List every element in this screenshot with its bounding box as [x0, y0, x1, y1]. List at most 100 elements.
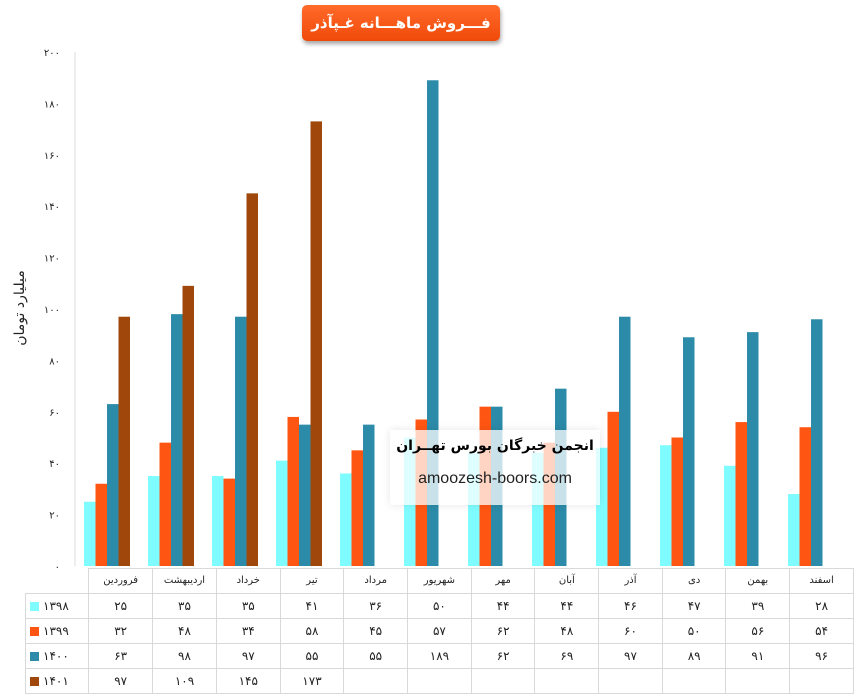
data-label: ۴۴ — [470, 592, 536, 619]
data-label: ۵۰ — [661, 617, 727, 644]
y-tick-label: ۰ — [55, 562, 60, 570]
y-tick-label: ۲۰۰ — [44, 48, 60, 59]
data-label: ۳۶ — [343, 592, 409, 619]
legend-swatch — [30, 676, 39, 686]
data-label — [789, 667, 854, 694]
bar — [287, 416, 299, 566]
data-label — [343, 667, 409, 694]
table-row: ۱۴۰۰ ۶۳ ۹۸ ۹۷ ۵۵ ۵۵ ۱۸۹ ۶۲ ۶۹ ۹۷ ۸۹ ۹۱ ۹۶ — [24, 642, 854, 669]
bar — [118, 316, 130, 566]
data-label — [470, 667, 536, 694]
data-label: ۴۵ — [343, 617, 409, 644]
data-label: ۹۷ — [215, 642, 281, 669]
category-label: آذر — [598, 568, 663, 594]
bar — [95, 483, 107, 566]
bar — [788, 494, 800, 566]
bar — [171, 314, 183, 566]
bar — [619, 316, 631, 566]
data-label: ۸۹ — [661, 642, 727, 669]
category-label: آبان — [534, 568, 600, 594]
table-row: ۱۴۰۱ ۹۷ ۱۰۹ ۱۴۵ ۱۷۳ — [24, 667, 854, 694]
category-label: مهر — [470, 568, 536, 594]
data-label — [598, 667, 663, 694]
bar — [532, 452, 544, 566]
chart-title: فـــروش ماهـــانه غـپآذر — [302, 5, 500, 41]
y-tick-label: ۱۶۰ — [44, 151, 60, 162]
bar — [340, 473, 352, 566]
legend-label: ۱۳۹۸ — [43, 598, 69, 613]
data-label — [661, 667, 727, 694]
data-label: ۳۹ — [725, 592, 791, 619]
bar — [276, 460, 288, 566]
data-label: ۶۰ — [598, 617, 663, 644]
data-label: ۵۰ — [407, 592, 472, 619]
legend-label: ۱۳۹۹ — [43, 623, 69, 638]
legend-entry: ۱۳۹۸ — [24, 592, 90, 619]
bar — [671, 437, 683, 566]
bar — [223, 478, 235, 566]
y-tick-label: ۱۲۰ — [44, 254, 60, 265]
data-label: ۵۸ — [279, 617, 345, 644]
bar — [724, 465, 736, 566]
bar — [107, 404, 119, 566]
bar — [212, 476, 224, 566]
bar — [811, 319, 823, 566]
legend-label: ۱۴۰۱ — [43, 673, 69, 688]
bar — [363, 424, 375, 566]
table-corner — [26, 569, 89, 594]
data-label: ۳۵ — [152, 592, 217, 619]
data-label: ۱۴۵ — [215, 667, 281, 694]
bar — [310, 121, 322, 566]
data-label: ۶۹ — [534, 642, 600, 669]
data-label: ۵۵ — [343, 642, 409, 669]
y-tick-label: ۸۰ — [49, 356, 60, 367]
legend-entry: ۱۴۰۱ — [24, 667, 90, 694]
bar — [182, 285, 194, 566]
table-row: ۱۳۹۹ ۳۲ ۴۸ ۳۴ ۵۸ ۴۵ ۵۷ ۶۲ ۴۸ ۶۰ ۵۰ ۵۶ ۵۴ — [24, 617, 854, 644]
y-tick-label: ۶۰ — [49, 408, 60, 419]
watermark: انجمن خبرگان بورس تهــران amoozesh-boors… — [390, 430, 600, 505]
data-label — [407, 667, 472, 694]
data-label: ۳۲ — [88, 617, 154, 644]
category-label: شهریور — [407, 568, 472, 594]
bar — [660, 445, 672, 566]
bar — [799, 427, 811, 566]
bar — [468, 452, 480, 566]
data-label: ۴۷ — [661, 592, 727, 619]
legend-swatch — [30, 601, 39, 611]
legend-label: ۱۴۰۰ — [43, 648, 69, 663]
data-label: ۵۵ — [279, 642, 345, 669]
bar — [607, 411, 619, 566]
bar — [299, 424, 311, 566]
data-label: ۱۸۹ — [407, 642, 472, 669]
data-label: ۹۷ — [88, 667, 154, 694]
category-label: دی — [661, 568, 727, 594]
category-label: فروردین — [88, 568, 154, 594]
data-label: ۴۱ — [279, 592, 345, 619]
bar — [747, 332, 759, 566]
bar — [683, 337, 695, 566]
data-label: ۳۵ — [215, 592, 281, 619]
data-label: ۴۸ — [534, 617, 600, 644]
category-label: خرداد — [215, 568, 281, 594]
y-tick-label: ۴۰ — [49, 459, 60, 470]
bar — [596, 447, 608, 566]
data-label: ۴۸ — [152, 617, 217, 644]
y-tick-label: ۱۴۰ — [44, 202, 60, 213]
legend-entry: ۱۳۹۹ — [24, 617, 90, 644]
category-label: اردیبهشت — [152, 568, 217, 594]
table-row: ۱۳۹۸ ۲۵ ۳۵ ۳۵ ۴۱ ۳۶ ۵۰ ۴۴ ۴۴ ۴۶ ۴۷ ۳۹ ۲۸ — [24, 592, 854, 619]
data-label: ۵۴ — [789, 617, 854, 644]
data-label: ۴۴ — [534, 592, 600, 619]
data-label: ۶۳ — [88, 642, 154, 669]
data-label: ۱۰۹ — [152, 667, 217, 694]
bar — [351, 450, 363, 566]
category-label: اسفند — [789, 568, 854, 594]
data-table: فروردین اردیبهشت خرداد تیر مرداد شهریور مهر آبا… — [24, 568, 854, 694]
legend-entry: ۱۴۰۰ — [24, 642, 90, 669]
bar — [235, 316, 247, 566]
category-label: تیر — [279, 568, 345, 594]
legend-swatch — [30, 626, 39, 636]
data-label: ۳۴ — [215, 617, 281, 644]
bar — [427, 80, 439, 567]
